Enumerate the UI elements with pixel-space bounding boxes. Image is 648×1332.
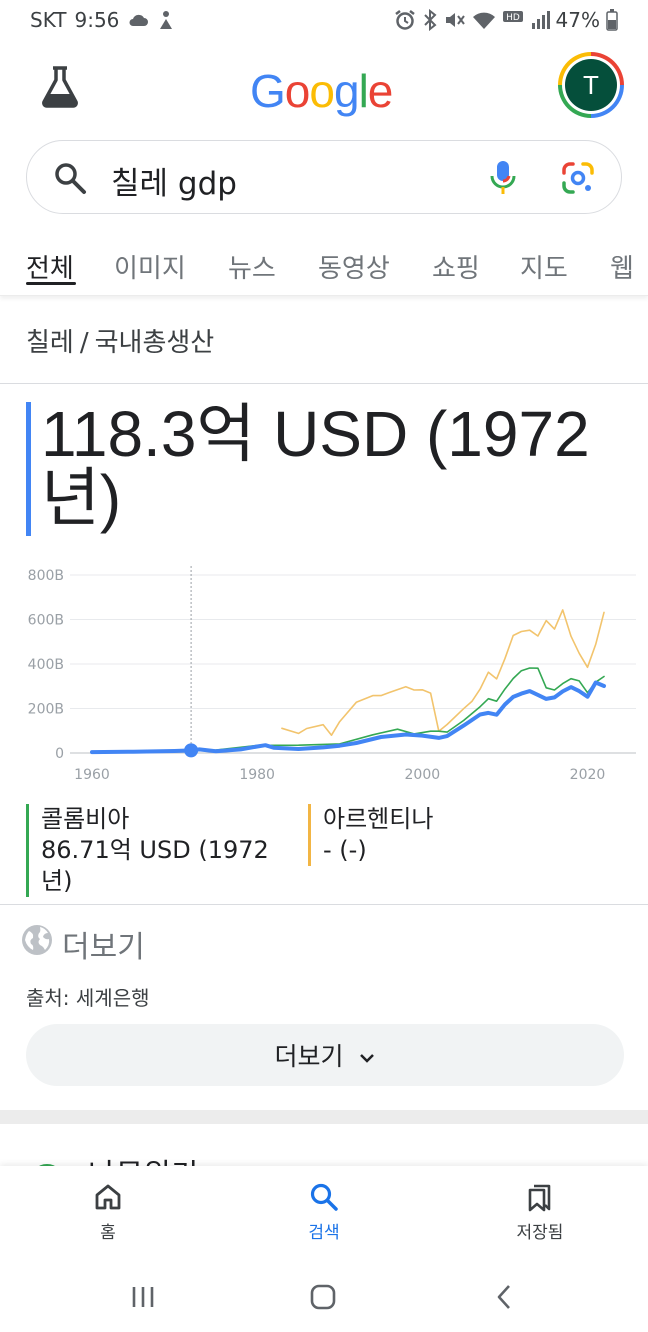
home-icon (93, 1182, 123, 1212)
series-line-아르헨티나 (281, 609, 605, 736)
data-source: 출처: 세계은행 (26, 986, 150, 1010)
nav-home-label: 홈 (100, 1223, 116, 1243)
gdp-line-chart[interactable]: 800B 600B 400B 200B 0 1960 1980 2000 2020 (0, 560, 648, 790)
more-button[interactable]: 더보기 (26, 1024, 624, 1086)
x-tick-label: 2000 (405, 767, 441, 783)
system-navigation-bar (0, 1262, 648, 1332)
section-divider (0, 1110, 648, 1124)
tab-news[interactable]: 뉴스 (228, 254, 276, 284)
tab-shopping[interactable]: 쇼핑 (432, 254, 480, 284)
cloud-icon (127, 12, 149, 28)
y-tick-label: 800B (28, 568, 64, 584)
accessibility-icon (157, 10, 175, 30)
tab-videos[interactable]: 동영상 (318, 254, 390, 284)
breadcrumb: 칠레 / 국내총생산 (26, 322, 214, 359)
status-right: HD 47% (394, 8, 618, 32)
legend-argentina-name: 아르헨티나 (323, 805, 434, 833)
legend-colombia-name: 콜롬비아 (41, 805, 130, 833)
breadcrumb-metric[interactable]: 국내총생산 (94, 328, 215, 358)
mute-icon (444, 10, 466, 30)
google-lens-camera-icon[interactable] (561, 161, 595, 195)
nav-home[interactable]: 홈 (48, 1182, 168, 1243)
y-tick-label: 0 (55, 746, 64, 762)
battery-icon (606, 9, 618, 31)
more-header[interactable]: 더보기 (20, 922, 145, 966)
alarm-icon (394, 9, 416, 31)
battery-percent: 47% (555, 8, 600, 32)
nav-saved[interactable]: 저장됨 (480, 1182, 600, 1243)
divider (0, 383, 648, 384)
y-tick-label: 200B (28, 702, 64, 718)
labs-flask-icon[interactable] (38, 64, 82, 108)
voice-search-mic-icon[interactable] (489, 159, 517, 197)
carrier-label: SKT (30, 8, 67, 32)
selected-point (184, 743, 199, 758)
search-icon (309, 1182, 339, 1212)
active-tab-indicator (26, 282, 76, 285)
legend-colombia[interactable]: 콜롬비아 86.71억 USD (1972 년) (26, 804, 284, 897)
nav-search-label: 검색 (308, 1223, 340, 1243)
breadcrumb-country[interactable]: 칠레 (26, 328, 74, 358)
app-bar: Google T (0, 44, 648, 124)
tab-maps[interactable]: 지도 (520, 254, 568, 284)
series-line-콜롬비아 (91, 667, 605, 753)
tab-images[interactable]: 이미지 (114, 254, 186, 284)
x-tick-label: 1960 (74, 767, 110, 783)
bookmarks-icon (525, 1182, 555, 1212)
y-tick-label: 400B (28, 657, 64, 673)
svg-text:HD: HD (506, 13, 520, 23)
legend-colombia-value-cont: 년) (41, 867, 73, 895)
legend-argentina-value: - (-) (323, 836, 367, 864)
headline-line1: 118.3억 USD (1972 (41, 398, 590, 470)
account-avatar-button[interactable]: T (558, 52, 624, 118)
headline-value: 118.3억 USD (1972 년) (26, 402, 626, 536)
signal-icon (530, 10, 550, 30)
search-box[interactable]: 칠레 gdp (26, 140, 622, 214)
avatar-initial: T (565, 59, 617, 111)
search-icon (53, 161, 87, 195)
logo-letter: e (367, 65, 394, 117)
google-logo: Google (250, 64, 394, 118)
legend-argentina[interactable]: 아르헨티나 - (-) (308, 804, 508, 866)
bluetooth-icon (422, 9, 438, 31)
logo-letter: l (358, 65, 369, 117)
nav-search[interactable]: 검색 (264, 1182, 384, 1243)
breadcrumb-separator: / (79, 328, 89, 358)
x-tick-label: 1980 (239, 767, 275, 783)
logo-letter: g (333, 65, 360, 117)
logo-letter: o (284, 65, 311, 117)
chevron-down-icon (358, 1041, 376, 1070)
wifi-icon (472, 10, 496, 30)
recent-apps-icon[interactable] (128, 1282, 158, 1312)
more-header-label: 더보기 (62, 930, 145, 965)
series-line-칠레 (90, 680, 606, 755)
search-tabs: 전체 이미지 뉴스 동영상 쇼핑 지도 웹 (0, 230, 648, 296)
bottom-navigation: 홈 검색 저장됨 (0, 1166, 648, 1262)
globe-icon (20, 923, 54, 965)
nav-saved-label: 저장됨 (516, 1223, 564, 1243)
clock: 9:56 (74, 8, 120, 32)
search-input[interactable]: 칠레 gdp (111, 166, 237, 202)
back-icon[interactable] (490, 1282, 520, 1312)
divider (0, 904, 648, 905)
hd-voice-icon: HD (502, 10, 524, 30)
logo-letter: o (309, 65, 335, 117)
x-tick-label: 2020 (570, 767, 606, 783)
home-button-icon[interactable] (308, 1282, 338, 1312)
avatar: T (562, 56, 620, 114)
tab-web[interactable]: 웹 (610, 254, 634, 284)
legend-colombia-value: 86.71억 USD (1972 (41, 836, 269, 864)
logo-letter: G (250, 65, 286, 117)
more-button-label: 더보기 (274, 1042, 344, 1071)
y-tick-label: 600B (28, 613, 64, 629)
headline-line2: 년) (41, 462, 122, 534)
status-bar: SKT 9:56 HD 47% (0, 0, 648, 40)
tab-all[interactable]: 전체 (26, 254, 74, 284)
status-left: SKT 9:56 (30, 8, 175, 32)
